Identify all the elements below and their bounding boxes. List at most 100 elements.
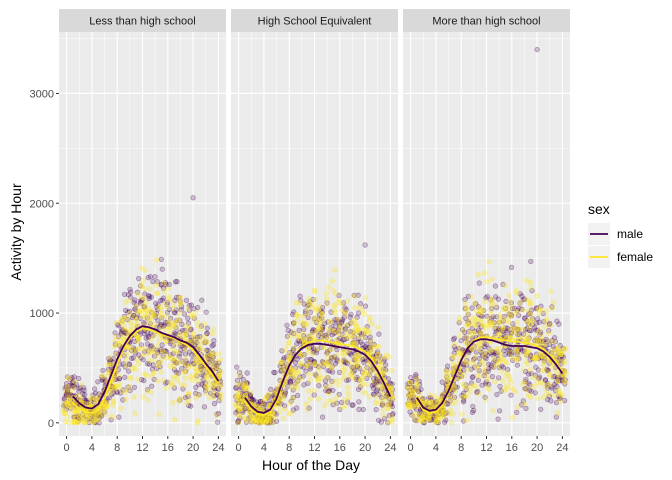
- scatter-point: [320, 414, 326, 420]
- scatter-point: [298, 319, 304, 325]
- scatter-point: [472, 300, 478, 307]
- scatter-point: [292, 381, 298, 388]
- scatter-point: [363, 295, 369, 301]
- scatter-point: [335, 330, 341, 336]
- scatter-point: [348, 333, 354, 339]
- scatter-point: [539, 307, 545, 313]
- scatter-point: [520, 307, 526, 313]
- scatter-point: [494, 391, 500, 398]
- scatter-point: [389, 418, 395, 425]
- scatter-point: [488, 362, 494, 368]
- scatter-point: [532, 354, 538, 361]
- scatter-point: [318, 310, 324, 316]
- scatter-point: [204, 376, 210, 382]
- scatter-point: [360, 375, 366, 381]
- scatter-point: [371, 379, 377, 385]
- scatter-point: [112, 333, 118, 339]
- scatter-point: [147, 317, 153, 324]
- scatter-point: [136, 352, 142, 358]
- scatter-point: [301, 382, 307, 388]
- scatter-point: [216, 366, 222, 372]
- scatter-point: [470, 374, 476, 380]
- scatter-point: [353, 362, 360, 368]
- scatter-point: [413, 417, 419, 423]
- scatter-point: [188, 302, 195, 308]
- scatter-point: [462, 300, 468, 306]
- smooth-line-male: [244, 342, 392, 414]
- scatter-point: [111, 343, 117, 350]
- scatter-point: [63, 389, 69, 395]
- scatter-point: [182, 375, 188, 382]
- scatter-point: [484, 377, 491, 383]
- scatter-point: [145, 335, 151, 341]
- scatter-point: [509, 312, 515, 318]
- scatter-point: [311, 348, 317, 354]
- scatter-point: [291, 345, 297, 351]
- scatter-point: [464, 417, 470, 424]
- scatter-point: [292, 360, 299, 366]
- scatter-point: [206, 358, 212, 364]
- scatter-point: [266, 417, 272, 424]
- scatter-point: [150, 362, 156, 368]
- scatter-point: [173, 356, 179, 362]
- scatter-point: [100, 367, 106, 373]
- scatter-point: [542, 323, 548, 329]
- scatter-point: [328, 382, 334, 388]
- scatter-point: [336, 297, 342, 303]
- scatter-point: [558, 391, 564, 398]
- scatter-point: [75, 375, 82, 382]
- scatter-point: [310, 351, 316, 357]
- scatter-point: [466, 350, 472, 356]
- scatter-point: [145, 293, 152, 299]
- scatter-point: [204, 325, 210, 331]
- scatter-point: [345, 377, 352, 383]
- scatter-point: [241, 383, 247, 389]
- scatter-point: [202, 333, 208, 340]
- scatter-point: [163, 385, 169, 391]
- scatter-point: [315, 326, 322, 332]
- scatter-point: [69, 375, 75, 381]
- scatter-point: [350, 402, 356, 408]
- scatter-point: [325, 301, 331, 307]
- scatter-point: [306, 359, 313, 366]
- scatter-point: [182, 351, 189, 357]
- scatter-point: [291, 367, 298, 373]
- scatter-point: [353, 353, 359, 359]
- scatter-point: [126, 361, 132, 367]
- scatter-point: [489, 346, 495, 353]
- scatter-point: [210, 383, 217, 389]
- x-tick-label: 16: [162, 442, 174, 454]
- scatter-point: [235, 419, 241, 425]
- scatter-point: [301, 326, 307, 333]
- scatter-point: [118, 388, 125, 394]
- scatter-point: [340, 337, 346, 343]
- scatter-point: [147, 286, 153, 292]
- scatter-point: [488, 311, 494, 318]
- scatter-point: [508, 354, 515, 361]
- scatter-point: [490, 408, 496, 414]
- scatter-point: [520, 366, 527, 372]
- scatter-point: [76, 388, 82, 395]
- x-tick-label: 16: [334, 442, 346, 454]
- scatter-point: [533, 338, 539, 344]
- scatter-point: [202, 355, 208, 361]
- scatter-point: [131, 394, 137, 400]
- scatter-point: [506, 319, 512, 325]
- scatter-point: [388, 413, 394, 419]
- scatter-point: [325, 398, 331, 405]
- scatter-point: [76, 413, 82, 420]
- scatter-point: [107, 355, 113, 361]
- scatter-point: [140, 353, 146, 359]
- scatter-point: [524, 332, 530, 338]
- scatter-point: [203, 339, 209, 346]
- scatter-point: [145, 397, 151, 403]
- scatter-point: [489, 299, 495, 306]
- scatter-point: [481, 372, 488, 379]
- scatter-point: [165, 293, 171, 299]
- scatter-point: [352, 305, 358, 311]
- scatter-point: [514, 310, 520, 316]
- scatter-point: [192, 395, 198, 401]
- scatter-point: [475, 377, 481, 383]
- scatter-point: [95, 379, 101, 385]
- scatter-point: [561, 378, 568, 384]
